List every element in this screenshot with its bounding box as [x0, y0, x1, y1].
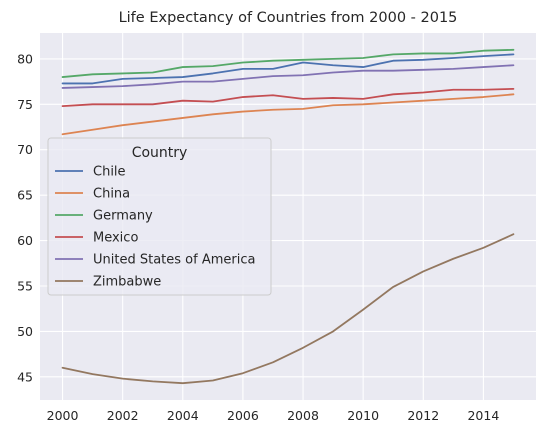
x-tick-label: 2000 [47, 408, 79, 423]
chart-title: Life Expectancy of Countries from 2000 -… [119, 10, 458, 26]
legend-label-zimbabwe: Zimbabwe [93, 275, 161, 290]
series-line-mexico [61, 87, 515, 108]
x-tick-label: 2010 [347, 408, 379, 423]
legend-title: Country [132, 145, 188, 161]
y-tick-label: 55 [17, 278, 33, 293]
x-tick-label: 2014 [467, 408, 499, 423]
series-line-united-states-of-america [61, 64, 515, 89]
series-lines [61, 48, 515, 385]
y-tick-label: 80 [17, 51, 33, 66]
y-tick-label: 60 [17, 233, 33, 248]
legend-box [47, 137, 272, 296]
x-tick-label: 2002 [107, 408, 139, 423]
y-tick-label: 45 [17, 369, 33, 384]
grid-lines [40, 33, 536, 400]
legend: Country Chile China Germany Mexico United St… [47, 137, 272, 296]
series-line-china [61, 93, 515, 136]
legend-label-china: China [93, 187, 130, 202]
x-tick-label: 2006 [227, 408, 259, 423]
x-tick-label: 2012 [407, 408, 439, 423]
x-tick-label: 2008 [287, 408, 319, 423]
x-tick-label: 2004 [167, 408, 199, 423]
series-line-chile [61, 53, 515, 85]
y-tick-label: 65 [17, 188, 33, 203]
series-line-zimbabwe [61, 233, 515, 385]
y-tick-label: 70 [17, 142, 33, 157]
legend-label-chile: Chile [93, 165, 126, 180]
legend-label-united-states-of-america: United States of America [93, 253, 255, 268]
y-tick-label: 75 [17, 97, 33, 112]
series-line-germany [61, 48, 515, 78]
legend-label-germany: Germany [93, 209, 153, 224]
y-tick-label: 50 [17, 324, 33, 339]
x-axis: 2000 2002 2004 2006 2008 2010 2012 2014 [47, 408, 500, 423]
y-axis: 45 50 55 60 65 70 75 80 [17, 51, 33, 384]
legend-label-mexico: Mexico [93, 231, 138, 246]
